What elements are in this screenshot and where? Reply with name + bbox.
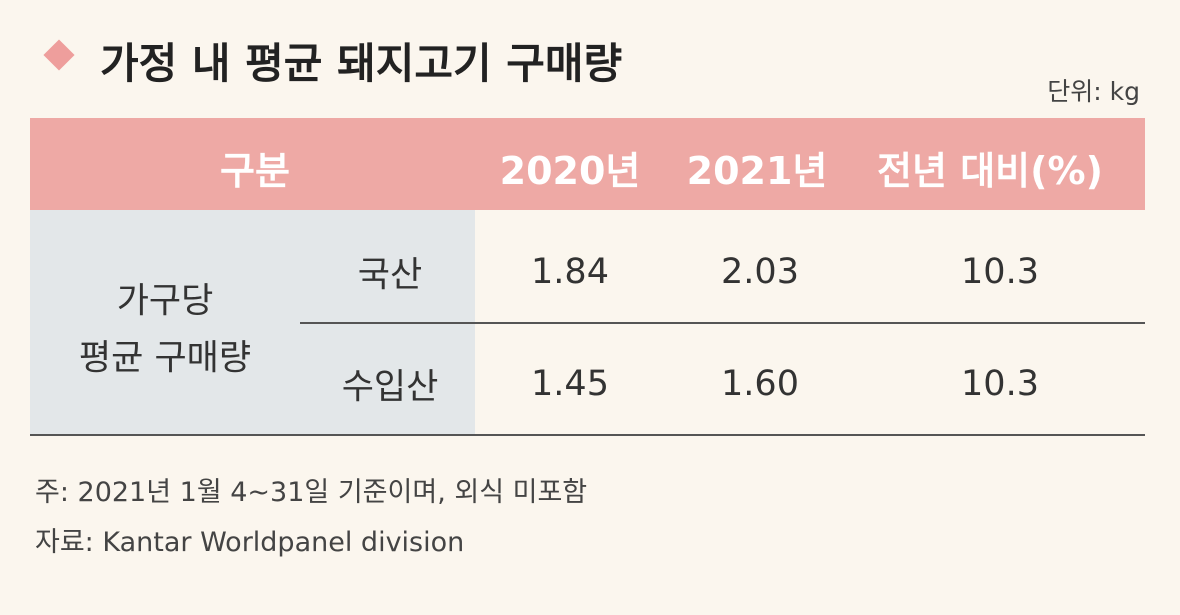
table-cell: 1.60 <box>721 364 799 404</box>
title-icon <box>43 39 75 71</box>
unit: 단위: kg <box>1047 77 1140 106</box>
header-cell: 2020년 <box>499 149 641 193</box>
table-cell: 1.45 <box>531 364 609 404</box>
table-cell: 10.3 <box>961 364 1039 404</box>
table-cell: 10.3 <box>961 252 1039 292</box>
table-cell: 2.03 <box>721 252 799 292</box>
table-bottom-rule <box>30 434 1145 436</box>
header-cell: 구분 <box>220 149 290 193</box>
group-label: 가구당 <box>116 281 214 322</box>
row-label: 국산 <box>357 255 423 296</box>
table-header <box>30 118 1145 210</box>
table-cell: 1.84 <box>531 252 609 292</box>
header-cell: 전년 대비(%) <box>877 149 1103 193</box>
footnote: 주: 2021년 1월 4~31일 기준이며, 외식 미포함 <box>35 477 588 508</box>
header-cell: 2021년 <box>686 149 828 193</box>
row-separator <box>300 322 1145 324</box>
footnote: 자료: Kantar Worldpanel division <box>35 527 465 558</box>
row-label: 수입산 <box>341 367 439 408</box>
title: 가정 내 평균 돼지고기 구매량 <box>100 39 623 88</box>
group-label: 평균 구매량 <box>78 338 252 379</box>
